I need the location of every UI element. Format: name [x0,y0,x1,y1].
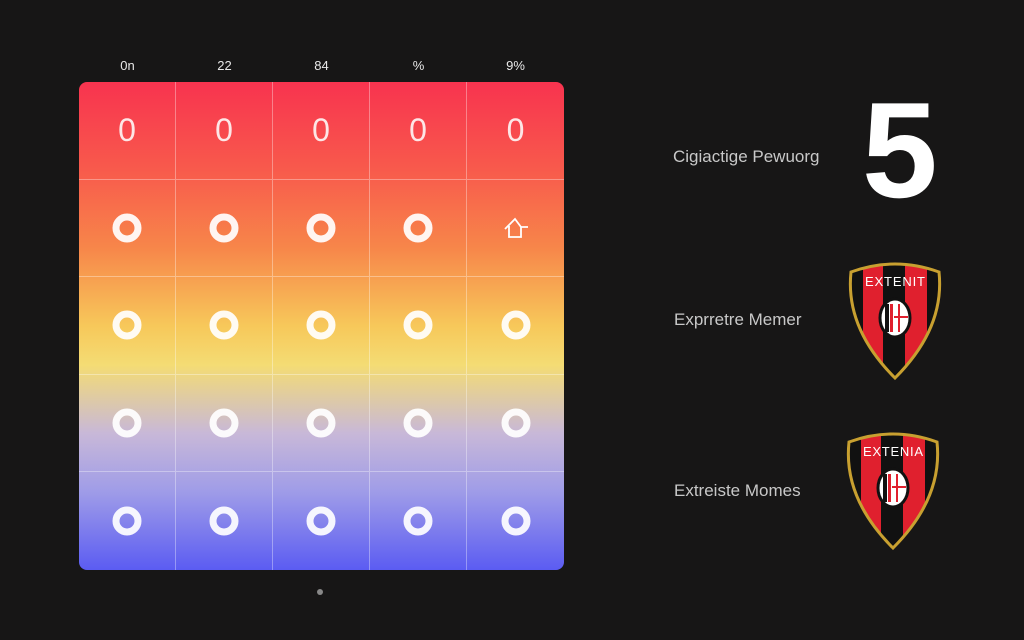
column-header: % [412,58,425,73]
grid-cell[interactable] [370,179,467,278]
grid-cell[interactable] [273,472,370,570]
house-icon [501,213,531,243]
shield-icon: EXTENIA [846,432,940,551]
grid-cell[interactable] [273,179,370,278]
cell-value: 0 [118,111,136,148]
ring-icon [209,506,239,536]
grid-cell[interactable] [370,277,467,375]
column-header: 84 [314,58,329,73]
ring-icon [112,213,142,243]
grid-cell[interactable] [79,277,176,375]
column-header: 9% [506,58,525,73]
ring-icon [501,310,531,340]
grid-cell[interactable] [467,472,564,570]
ring-icon [501,408,531,438]
grid-cell[interactable] [176,374,273,473]
page-indicator-dot[interactable] [317,589,323,595]
cell-value: 0 [312,111,330,148]
crest-badge-2: EXTENIA [841,428,945,552]
grid-cell[interactable] [176,277,273,375]
ring-icon [306,213,336,243]
side-label-1: Cigiactige Pewuorg [673,147,820,166]
svg-text:EXTENIA: EXTENIA [863,444,923,459]
cell-value: 0 [215,111,233,148]
grid-cell[interactable]: 0 [79,82,176,180]
ring-icon [403,213,433,243]
grid-cell[interactable] [79,179,176,278]
ring-icon [112,506,142,536]
grid-cell[interactable] [370,374,467,473]
cell-value: 0 [409,111,427,148]
ring-icon [306,506,336,536]
grid-cell[interactable] [467,375,564,473]
shield-icon: EXTENIT [848,262,942,381]
grid-cell[interactable] [273,374,370,473]
grid-cell[interactable] [273,277,370,375]
ring-icon [112,310,142,340]
grid-cell[interactable] [176,179,273,278]
column-header: 0n [120,58,135,73]
grid-cell[interactable]: 0 [273,82,370,180]
grid-cell[interactable] [467,277,564,375]
ring-icon [501,506,531,536]
ring-icon [209,213,239,243]
ring-icon [403,506,433,536]
grid-cell[interactable] [370,472,467,570]
grid-cell[interactable] [176,472,273,570]
cell-value: 0 [506,111,525,148]
column-header: 22 [217,58,232,73]
ring-icon [403,408,433,438]
ring-icon [306,310,336,340]
ring-icon [209,310,239,340]
grid-cell[interactable] [467,180,564,278]
ring-icon [403,310,433,340]
grid-cell[interactable] [79,374,176,473]
ring-icon [112,408,142,438]
ring-icon [306,408,336,438]
side-label-3: Extreiste Momes [674,481,801,500]
ring-icon [209,408,239,438]
grid-cell[interactable]: 0 [467,82,564,180]
grid-cell[interactable] [79,472,176,570]
grid-cell[interactable]: 0 [176,82,273,180]
svg-text:EXTENIT: EXTENIT [865,274,925,289]
grid-cell[interactable]: 0 [370,82,467,180]
side-label-2: Exprretre Memer [674,310,802,329]
gradient-grid: 0 0 0 0 0 [79,82,564,570]
big-number: 5 [862,74,938,226]
crest-badge-1: EXTENIT [843,258,947,382]
